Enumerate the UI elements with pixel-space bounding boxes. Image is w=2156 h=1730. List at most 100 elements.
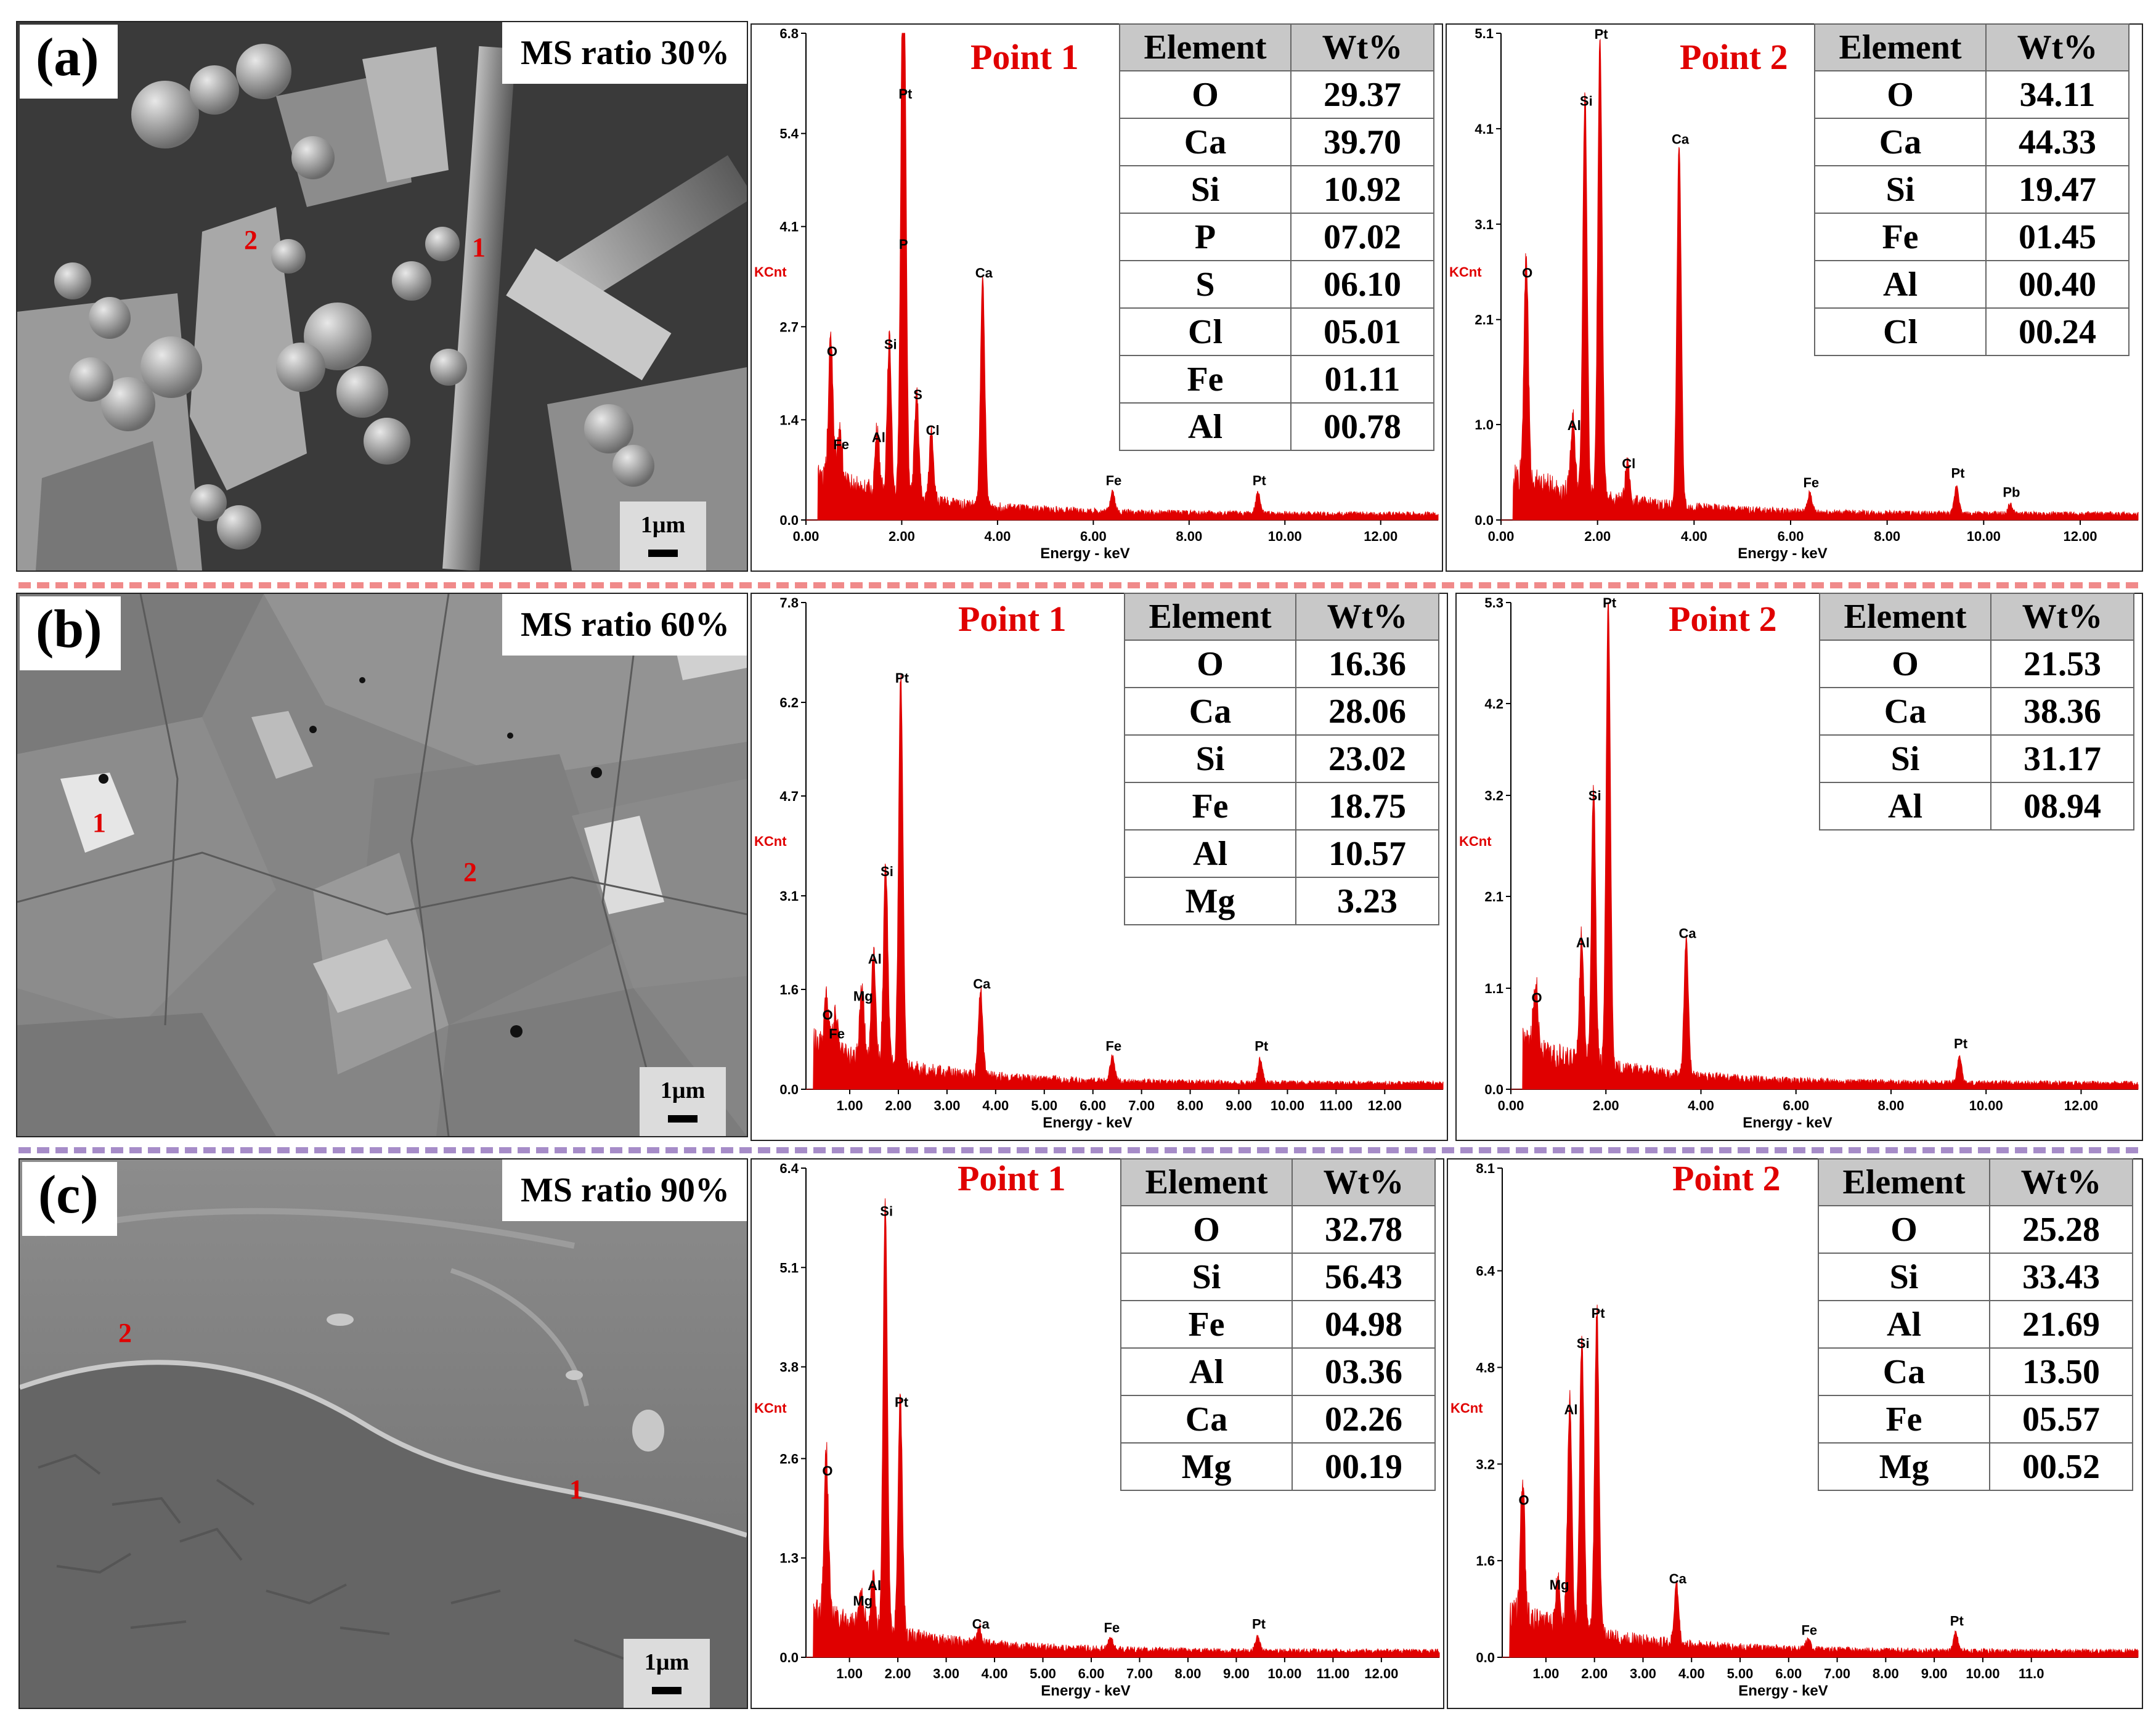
table-header-wt: Wt% [1989,1158,2133,1206]
element-cell: Al [1119,402,1292,451]
table-row: Fe 01.11 [1119,355,1434,404]
table-header-element: Element [1124,593,1296,641]
point-marker-a-2: 2 [244,225,258,255]
element-cell: O [1818,1205,1990,1254]
table-row: Al 21.69 [1818,1300,2133,1349]
element-cell: Si [1120,1253,1293,1301]
peak-label: Pt [1592,1306,1606,1321]
y-tick-label: 2.1 [1484,889,1503,904]
y-tick-label: 3.1 [779,888,799,904]
ms-ratio-label-a: MS ratio 30% [502,22,747,84]
panel-label-c: (c) [22,1162,117,1236]
x-tick-label: 3.00 [1630,1666,1656,1681]
sem-texture-a [17,22,747,571]
composition-table-c-2: Element Wt% O 25.28 Si 33.43 Al 21.69 Ca 13.50 Fe 0… [1818,1158,2133,1491]
element-cell: Ca [1119,118,1292,166]
scale-bar-line [668,1115,698,1123]
x-tick-label: 12.00 [1364,1666,1398,1681]
peak-label: Si [880,1203,893,1219]
element-cell: Al [1819,782,1991,830]
element-cell: S [1119,260,1292,309]
spectrum-title-c-2: Point 2 [1672,1158,1781,1198]
wt-cell: 32.78 [1292,1205,1436,1254]
table-row: Al 03.36 [1120,1347,1436,1396]
peak-label: Pt [898,86,913,102]
spectrum-title-a-2: Point 2 [1680,37,1788,77]
x-tick-label: 12.00 [1368,1098,1402,1113]
y-tick-label: 2.6 [779,1451,799,1466]
element-cell: Si [1818,1253,1990,1301]
table-row: O 32.78 [1120,1205,1436,1254]
table-header-wt: Wt% [1295,593,1439,641]
peak-label: S [913,387,922,402]
spectrum-curve [1501,38,2139,521]
peak-label: Si [1589,788,1601,803]
wt-cell: 38.36 [1990,687,2134,736]
wt-cell: 3.23 [1295,877,1439,925]
divider-bc [18,1147,2138,1153]
peak-label: Pt [1950,1614,1964,1629]
x-tick-label: 4.00 [982,1098,1009,1113]
y-tick-label: 3.2 [1476,1456,1495,1472]
wt-cell: 01.45 [1985,213,2130,261]
spectrum-plot-c-1: 0.0 1.3 2.6 3.8 5.1 6.4 1.00 2.00 3.00 4.00 5.00 6.… [754,1161,1440,1699]
table-row: Fe 18.75 [1124,782,1439,830]
table-row: Cl 00.24 [1814,307,2130,356]
element-cell: Al [1814,260,1987,309]
x-axis-label: Energy - keV [1043,1115,1132,1131]
spectrum-a-2: 0.0 1.0 2.1 3.1 4.1 5.1 0.00 2.00 4.00 6.00 8.00 10… [1446,23,2143,572]
x-tick-label: 7.00 [1126,1666,1153,1681]
table-row: Fe 04.98 [1120,1300,1436,1349]
y-tick-label: 4.7 [779,789,799,804]
element-cell: Fe [1818,1395,1990,1444]
y-tick-label: 6.8 [779,26,799,41]
wt-cell: 01.11 [1290,355,1434,404]
peak-label: P [899,237,908,252]
spectrum-curve [1502,1304,2139,1658]
x-tick-label: 10.00 [1966,1666,1999,1681]
x-tick-label: 8.00 [1176,529,1202,544]
sem-texture-c [20,1159,747,1708]
panel-label-b: (b) [20,596,121,670]
table-row: Ca 44.33 [1814,118,2130,166]
spectrum-title-b-1: Point 1 [958,599,1067,639]
peak-label: Fe [833,437,849,452]
table-header-row: Element Wt% [1120,1158,1436,1206]
y-tick-label: 7.8 [779,595,799,611]
wt-cell: 00.24 [1985,307,2130,356]
table-header-element: Element [1120,1158,1293,1206]
element-cell: P [1119,213,1292,261]
spectrum-curve [806,33,1439,521]
wt-cell: 56.43 [1292,1253,1436,1301]
wt-cell: 25.28 [1989,1205,2133,1254]
wt-cell: 23.02 [1295,734,1439,783]
wt-cell: 04.98 [1292,1300,1436,1349]
peak-label: Al [1576,935,1590,950]
table-row: Al 08.94 [1819,782,2134,830]
ms-ratio-label-b: MS ratio 60% [502,594,747,656]
x-tick-label: 12.00 [1364,529,1397,544]
wt-cell: 00.19 [1292,1442,1436,1491]
table-header-row: Element Wt% [1814,23,2130,71]
peak-label: Pt [1951,466,1965,481]
x-axis-label: Energy - keV [1040,545,1129,562]
divider-ab [18,582,2138,588]
x-tick-label: 11.0 [2019,1666,2044,1681]
x-tick-label: 8.00 [1874,529,1900,544]
table-row: O 16.36 [1124,640,1439,688]
peak-label: O [1532,990,1542,1005]
table-header-element: Element [1814,23,1987,71]
wt-cell: 21.53 [1990,640,2134,688]
composition-table-c-1: Element Wt% O 32.78 Si 56.43 Fe 04.98 Al 03.36 Ca 0… [1120,1158,1436,1491]
peak-label: Si [884,337,897,352]
composition-table-a-2: Element Wt% O 34.11 Ca 44.33 Si 19.47 Fe 01.45 Al 0… [1814,23,2130,356]
table-header-row: Element Wt% [1119,23,1434,71]
x-axis-label: Energy - keV [1041,1683,1130,1699]
spectrum-plot-a-2: 0.0 1.0 2.1 3.1 4.1 5.1 0.00 2.00 4.00 6.00 8.00 10… [1449,26,2139,562]
x-tick-label: 1.00 [836,1666,863,1681]
element-cell: Cl [1814,307,1987,356]
spectrum-a-1: 0.0 1.4 2.7 4.1 5.4 6.8 0.00 2.00 4.00 6.00 8.00 10… [751,23,1443,572]
x-tick-label: 7.00 [1824,1666,1850,1681]
table-header-wt: Wt% [1990,593,2134,641]
peak-label: O [1522,265,1532,280]
